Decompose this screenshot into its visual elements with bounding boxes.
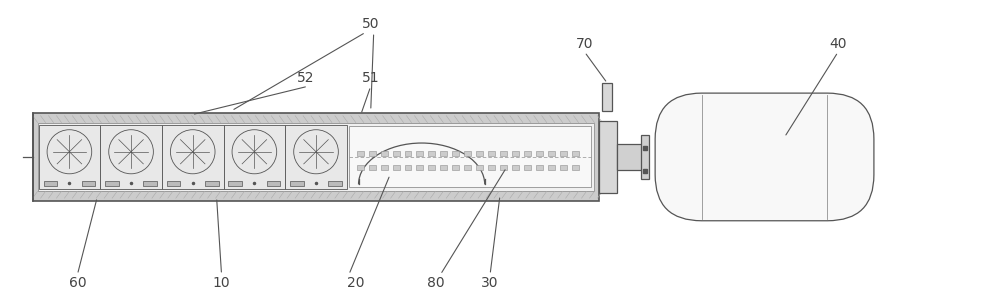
Bar <box>572 165 579 170</box>
Bar <box>39 125 100 189</box>
Bar <box>44 181 57 186</box>
Bar <box>205 181 219 186</box>
Bar <box>488 151 495 156</box>
Bar <box>328 181 342 186</box>
Bar <box>476 151 483 156</box>
Bar <box>381 165 388 170</box>
Bar <box>452 151 459 156</box>
Bar <box>524 151 531 156</box>
Text: 70: 70 <box>576 37 593 51</box>
Bar <box>476 165 483 170</box>
Text: 50: 50 <box>362 17 379 31</box>
Bar <box>560 151 567 156</box>
Bar <box>599 121 617 193</box>
Bar <box>162 125 224 189</box>
Bar <box>536 165 543 170</box>
Bar <box>381 151 388 156</box>
Bar <box>224 125 285 189</box>
Bar <box>33 113 599 201</box>
Bar <box>405 151 411 156</box>
Bar <box>416 151 423 156</box>
Bar <box>641 135 649 179</box>
Bar <box>464 151 471 156</box>
Bar <box>512 165 519 170</box>
Bar <box>548 151 555 156</box>
Bar <box>440 165 447 170</box>
Bar <box>228 181 242 186</box>
Text: 60: 60 <box>69 276 86 290</box>
Bar <box>617 144 645 170</box>
Bar <box>548 165 555 170</box>
Bar <box>488 165 495 170</box>
Bar <box>285 125 347 189</box>
Bar <box>500 151 507 156</box>
Bar <box>105 181 119 186</box>
Bar <box>416 165 423 170</box>
Bar <box>393 151 400 156</box>
Text: 52: 52 <box>297 72 315 85</box>
Bar <box>357 165 364 170</box>
Bar <box>440 151 447 156</box>
Bar <box>143 181 157 186</box>
Text: 40: 40 <box>829 37 847 51</box>
Bar <box>405 165 411 170</box>
Bar <box>100 125 162 189</box>
Bar <box>428 151 435 156</box>
Bar <box>602 83 612 111</box>
Text: 80: 80 <box>427 276 444 290</box>
Bar <box>464 165 471 170</box>
Bar <box>560 165 567 170</box>
Bar <box>500 165 507 170</box>
Bar <box>369 165 376 170</box>
Bar <box>357 151 364 156</box>
Bar <box>349 126 591 187</box>
Bar <box>536 151 543 156</box>
Bar <box>167 181 180 186</box>
Bar <box>369 151 376 156</box>
Bar <box>267 181 280 186</box>
Bar <box>572 151 579 156</box>
FancyBboxPatch shape <box>655 93 874 221</box>
Bar <box>512 151 519 156</box>
Text: 20: 20 <box>347 276 365 290</box>
Text: 30: 30 <box>481 276 499 290</box>
Text: 10: 10 <box>213 276 230 290</box>
Bar <box>290 181 304 186</box>
Text: 51: 51 <box>362 72 380 85</box>
Bar <box>82 181 95 186</box>
Bar <box>38 122 594 191</box>
Bar <box>452 165 459 170</box>
Bar <box>428 165 435 170</box>
Bar <box>393 165 400 170</box>
Bar <box>524 165 531 170</box>
